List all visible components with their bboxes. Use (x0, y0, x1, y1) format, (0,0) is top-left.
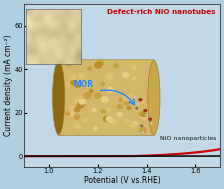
Circle shape (140, 125, 143, 127)
Circle shape (136, 107, 138, 109)
Circle shape (66, 112, 70, 115)
Y-axis label: Current density (mA cm⁻²): Current density (mA cm⁻²) (4, 35, 13, 136)
X-axis label: Potential (V vs.RHE): Potential (V vs.RHE) (84, 176, 161, 185)
Circle shape (123, 95, 130, 101)
Circle shape (106, 74, 113, 80)
Text: Defect-rich NiO nanotubes: Defect-rich NiO nanotubes (108, 9, 216, 15)
Circle shape (139, 112, 145, 117)
Circle shape (110, 120, 112, 122)
Circle shape (114, 64, 118, 67)
Circle shape (106, 117, 112, 121)
Circle shape (79, 99, 85, 104)
Circle shape (127, 107, 131, 110)
Circle shape (89, 89, 93, 93)
Circle shape (129, 94, 134, 98)
Circle shape (131, 123, 136, 127)
Circle shape (67, 62, 72, 66)
Circle shape (132, 77, 137, 80)
Circle shape (101, 97, 108, 102)
Circle shape (124, 101, 129, 105)
Text: NiO nanoparticles: NiO nanoparticles (160, 136, 216, 141)
Circle shape (117, 105, 122, 109)
Ellipse shape (148, 61, 160, 135)
Circle shape (75, 99, 80, 104)
Circle shape (117, 113, 122, 116)
Circle shape (133, 122, 137, 125)
Circle shape (131, 65, 136, 69)
Circle shape (125, 120, 128, 123)
FancyBboxPatch shape (58, 60, 155, 135)
Circle shape (139, 98, 142, 101)
Circle shape (75, 125, 80, 129)
Circle shape (77, 102, 84, 108)
Circle shape (140, 99, 145, 103)
Circle shape (65, 83, 70, 87)
Circle shape (107, 87, 113, 93)
Text: MOR: MOR (73, 80, 93, 89)
Ellipse shape (53, 61, 65, 135)
Circle shape (151, 123, 152, 124)
Circle shape (95, 62, 102, 68)
Circle shape (141, 115, 146, 119)
Circle shape (112, 119, 116, 123)
Circle shape (92, 108, 96, 112)
Circle shape (83, 119, 87, 122)
Circle shape (69, 112, 74, 116)
Circle shape (69, 105, 74, 109)
Circle shape (103, 116, 110, 122)
Circle shape (79, 73, 84, 78)
Circle shape (144, 109, 147, 112)
Circle shape (142, 132, 144, 133)
Circle shape (135, 108, 139, 111)
Circle shape (133, 97, 135, 98)
Circle shape (141, 113, 146, 117)
Circle shape (140, 127, 146, 133)
Circle shape (84, 93, 91, 98)
Circle shape (97, 61, 103, 66)
Circle shape (74, 115, 79, 119)
Circle shape (71, 81, 76, 85)
Circle shape (88, 67, 91, 70)
Circle shape (76, 85, 80, 88)
Circle shape (70, 76, 75, 80)
Circle shape (95, 93, 101, 98)
Circle shape (119, 98, 123, 101)
Circle shape (149, 118, 152, 121)
Circle shape (71, 75, 76, 78)
Circle shape (146, 114, 148, 116)
Circle shape (137, 103, 139, 105)
Circle shape (123, 72, 129, 77)
Circle shape (101, 82, 105, 85)
Circle shape (74, 107, 80, 112)
Circle shape (94, 127, 97, 130)
Circle shape (107, 108, 110, 111)
Circle shape (101, 109, 105, 113)
